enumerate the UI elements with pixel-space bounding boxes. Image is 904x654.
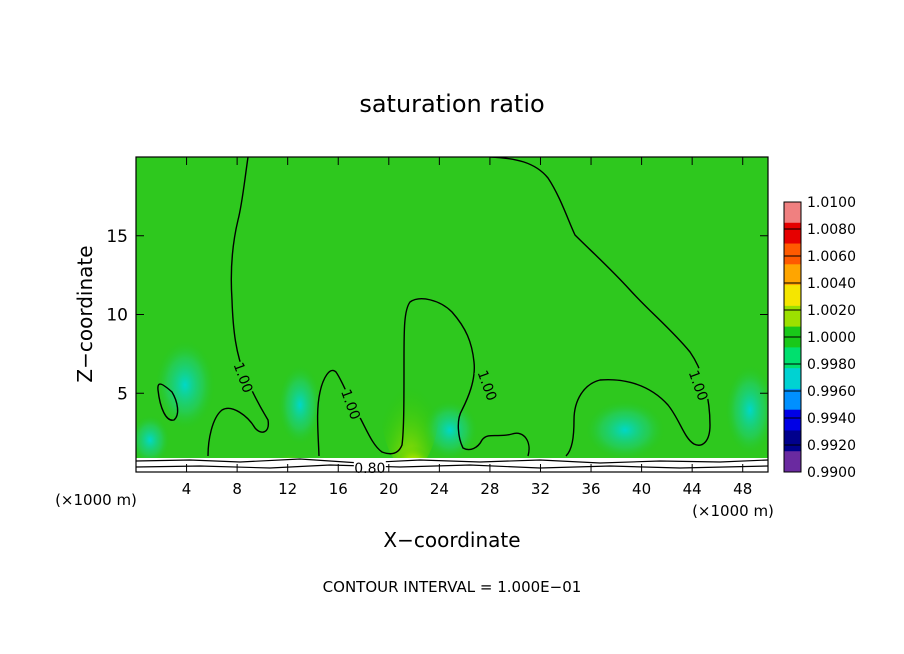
colorbar-swatch — [784, 202, 801, 224]
colorbar-label: 1.0040 — [807, 276, 856, 292]
colorbar-swatch — [784, 430, 801, 452]
chart-title: saturation ratio — [359, 90, 544, 118]
x-tick-label: 12 — [278, 480, 297, 498]
contour-label-bg — [337, 386, 364, 423]
contour-0-80-lower — [136, 464, 768, 469]
colorbar-swatch — [784, 264, 801, 286]
y-axis-label: Z−coordinate — [73, 245, 97, 382]
colorbar-label: 1.0060 — [807, 249, 856, 265]
x-unit-right: (×1000 m) — [692, 502, 774, 520]
x-tick-label: 28 — [480, 480, 499, 498]
colorbar-label: 0.9920 — [807, 438, 856, 454]
x-tick-label: 32 — [531, 480, 550, 498]
contour-1-00-right — [489, 157, 711, 457]
cool-region — [136, 415, 170, 465]
x-tick-label: 20 — [379, 480, 398, 498]
contour-label-bg — [685, 367, 712, 404]
colorbar-swatch — [784, 222, 801, 245]
contour-small-loop — [157, 383, 179, 421]
colorbar-swatch — [784, 409, 801, 431]
contour-0-80 — [136, 458, 768, 464]
y-tick-label: 15 — [106, 227, 128, 247]
colorbar-label: 1.0080 — [807, 222, 856, 238]
x-axis: 4 8 12 16 20 24 28 32 36 40 44 48 — [182, 157, 752, 498]
x-tick-label: 8 — [232, 480, 242, 498]
colorbar-label: 0.9940 — [807, 411, 856, 427]
contour-interval-note: CONTOUR INTERVAL = 1.000E−01 — [323, 578, 582, 596]
cool-region — [725, 365, 768, 455]
colorbar-swatch — [784, 451, 801, 473]
colorbar-label: 0.9980 — [807, 357, 856, 373]
x-tick-label: 36 — [581, 480, 600, 498]
heatmap-field — [136, 157, 768, 472]
colorbar-label: 1.0000 — [807, 330, 856, 346]
contour-1-00-left — [207, 157, 270, 457]
cool-region — [278, 365, 322, 445]
y-axis: 5 10 15 — [106, 227, 768, 404]
colorbar-label: 1.0020 — [807, 303, 856, 319]
x-tick-label: 24 — [430, 480, 449, 498]
x-tick-label: 44 — [683, 480, 702, 498]
contour-label-bg — [230, 359, 257, 396]
contour-lines — [136, 157, 768, 469]
colorbar-swatch — [784, 305, 801, 328]
colorbar-label: 1.0100 — [807, 195, 856, 211]
x-tick-label: 4 — [182, 480, 192, 498]
cool-region — [155, 340, 215, 430]
colorbar-label: 0.9960 — [807, 384, 856, 400]
contour-label-bg — [474, 367, 501, 404]
x-tick-label: 48 — [733, 480, 752, 498]
colorbar-swatch — [784, 368, 801, 390]
x-axis-label: X−coordinate — [383, 528, 520, 552]
cool-region — [585, 400, 665, 460]
colorbar-swatch — [784, 243, 801, 265]
contour-label: 0.80 — [354, 461, 385, 477]
x-tick-label: 16 — [329, 480, 348, 498]
x-unit-left: (×1000 m) — [55, 491, 137, 509]
colorbar-swatch — [784, 347, 801, 369]
contour-1-00-center — [316, 298, 530, 457]
colorbar-swatch — [784, 285, 801, 307]
colorbar-swatch — [784, 388, 801, 411]
colorbar: 1.0100 1.0080 1.0060 1.0040 1.0020 1.0000 0.99… — [783, 195, 856, 481]
colorbar-label: 0.9900 — [807, 465, 856, 481]
y-tick-label: 5 — [117, 384, 128, 404]
y-tick-label: 10 — [106, 306, 128, 326]
x-tick-label: 40 — [632, 480, 651, 498]
